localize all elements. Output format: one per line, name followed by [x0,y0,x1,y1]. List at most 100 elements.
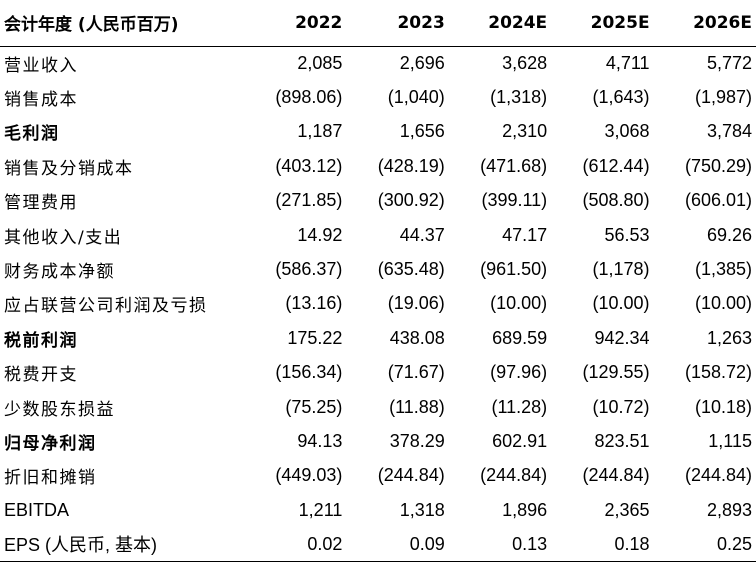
value-cell: (244.84) [582,465,650,486]
value-cell: 602.91 [492,430,548,451]
table-row: 税费开支 (156.34) (71.67) (97.96) (129.55) (158.7… [0,356,756,390]
table-row: 归母净利润 94.13 378.29 602.91 823.51 1,115 [0,424,756,458]
value-cell: 0.02 [244,527,347,563]
row-label: 税前利润 [4,330,78,351]
value-cell: 2,696 [399,52,445,73]
value-cell: (75.25) [285,396,343,417]
value-cell: (449.03) [275,465,343,486]
row-label: 销售成本 [4,90,78,111]
table-row: 税前利润 175.22 438.08 689.59 942.34 1,263 [0,321,756,355]
value-cell: (10.18) [694,396,752,417]
value-cell: 438.08 [389,327,445,348]
table-row: 折旧和摊销 (449.03) (244.84) (244.84) (244.84) (24… [0,459,756,493]
value-cell: (244.84) [684,465,752,486]
value-cell: 3,628 [502,52,548,73]
value-cell: (1,318) [490,87,548,108]
value-cell: (1,178) [592,259,650,280]
row-label: 折旧和摊销 [4,468,97,489]
row-label: 其他收入/支出 [4,227,123,248]
value-cell: (10.00) [490,293,548,314]
value-cell: (13.16) [285,293,343,314]
value-cell: 0.13 [448,527,552,563]
header-year: 2023 [346,0,449,47]
value-cell: (19.06) [387,293,445,314]
value-cell: (612.44) [582,155,650,176]
value-cell: (898.06) [275,87,343,108]
value-cell: 2,085 [297,52,343,73]
header-year: 2025E [551,0,654,47]
row-label: 销售及分销成本 [4,158,134,179]
value-cell: (11.28) [491,396,548,417]
value-cell: 2,893 [706,499,752,520]
header-year: 2026E [653,0,756,47]
table-row: 销售及分销成本 (403.12) (428.19) (471.68) (612.44) (… [0,149,756,183]
value-cell: (428.19) [377,155,445,176]
value-cell: (11.88) [389,396,445,417]
value-cell: (750.29) [684,155,752,176]
value-cell: (1,987) [694,87,752,108]
value-cell: (1,643) [592,87,650,108]
value-cell: 1,115 [708,430,752,451]
row-label: 财务成本净额 [4,262,115,283]
value-cell: 1,187 [297,121,343,142]
value-cell: 942.34 [594,327,650,348]
value-cell: (471.68) [480,155,548,176]
table-row: 销售成本 (898.06) (1,040) (1,318) (1,643) (1,987) [0,80,756,114]
value-cell: (10.72) [592,396,650,417]
header-year: 2022 [244,0,347,47]
value-cell: 2,310 [502,121,548,142]
table-row: 应占联营公司利润及亏损 (13.16) (19.06) (10.00) (10.00) (… [0,287,756,321]
value-cell: (606.01) [684,190,752,211]
row-label: 毛利润 [4,124,60,145]
row-label: EBITDA [4,499,70,520]
value-cell: 1,656 [399,121,445,142]
value-cell: 5,772 [706,52,752,73]
value-cell: (403.12) [275,155,343,176]
value-cell: 1,896 [502,499,548,520]
value-cell: (71.67) [387,362,445,383]
value-cell: (10.00) [694,293,752,314]
value-cell: (129.55) [582,362,650,383]
table-row: 财务成本净额 (586.37) (635.48) (961.50) (1,178) (1,… [0,252,756,286]
table-row: EPS (人民币, 基本) 0.02 0.09 0.13 0.18 0.25 [0,527,756,563]
value-cell: 4,711 [605,52,650,73]
value-cell: 56.53 [604,224,650,245]
table-row: 其他收入/支出 14.92 44.37 47.17 56.53 69.26 [0,218,756,252]
value-cell: (271.85) [275,190,343,211]
row-label: EPS (人民币, 基本) [0,527,244,563]
value-cell: (300.92) [377,190,445,211]
value-cell: 1,211 [298,499,343,520]
value-cell: (1,040) [387,87,445,108]
row-label: 应占联营公司利润及亏损 [4,296,208,317]
value-cell: 3,784 [706,121,752,142]
row-label: 税费开支 [4,365,78,386]
value-cell: 3,068 [604,121,650,142]
value-cell: (399.11) [481,190,548,211]
value-cell: 378.29 [389,430,445,451]
header-label: 会计年度 (人民币百万) [0,0,244,47]
table-row: 管理费用 (271.85) (300.92) (399.11) (508.80) (606… [0,184,756,218]
row-label: 少数股东损益 [4,399,115,420]
value-cell: 1,263 [706,327,752,348]
value-cell: (508.80) [582,190,650,211]
row-label: 管理费用 [4,193,78,214]
value-cell: 689.59 [492,327,548,348]
value-cell: 175.22 [287,327,343,348]
value-cell: (1,385) [694,259,752,280]
value-cell: (586.37) [275,259,343,280]
value-cell: 94.13 [297,430,343,451]
value-cell: 0.25 [653,527,756,563]
table-row: EBITDA 1,211 1,318 1,896 2,365 2,893 [0,493,756,527]
header-year: 2024E [448,0,552,47]
value-cell: (156.34) [275,362,343,383]
row-label: 归母净利润 [4,433,97,454]
value-cell: 1,318 [399,499,445,520]
row-label: 营业收入 [4,55,78,76]
table-row: 营业收入 2,085 2,696 3,628 4,711 5,772 [0,46,756,80]
value-cell: (10.00) [592,293,650,314]
value-cell: 14.92 [297,224,343,245]
value-cell: 44.37 [399,224,445,245]
value-cell: 0.18 [551,527,654,563]
